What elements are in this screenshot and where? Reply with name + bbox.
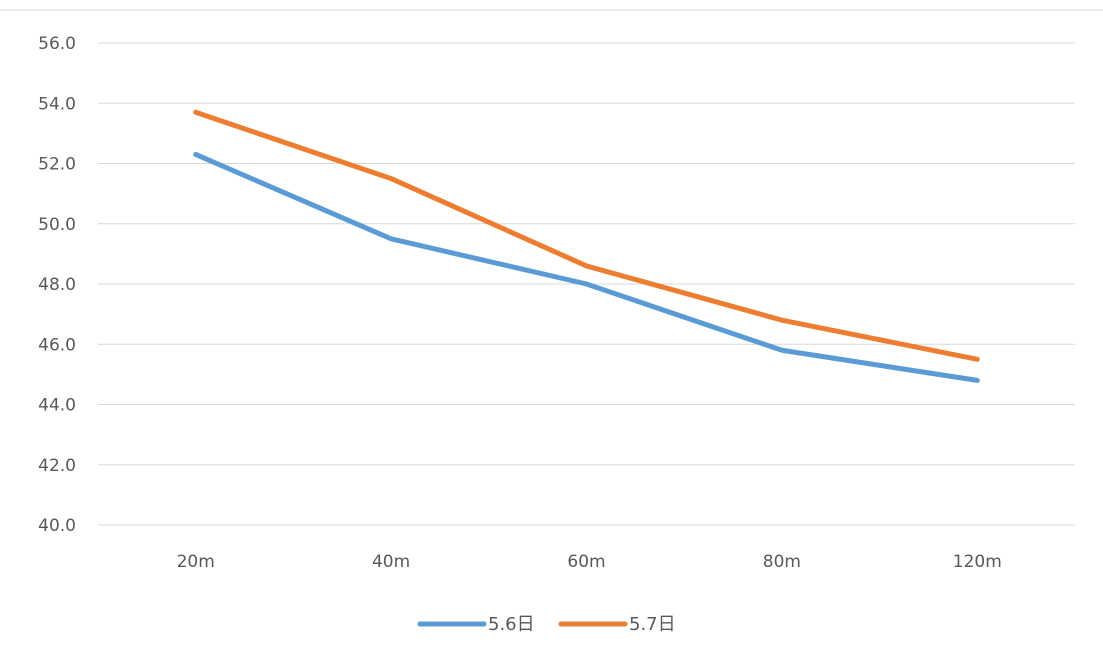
x-tick-label: 40m xyxy=(372,552,410,572)
x-tick-label: 60m xyxy=(567,552,605,572)
legend-label: 5.6日 xyxy=(488,614,535,635)
x-tick-label: 120m xyxy=(953,552,1002,572)
y-tick-label: 40.0 xyxy=(38,516,76,536)
y-axis: 40.0 42.0 44.0 46.0 48.0 50.0 52.0 54.0 56.0 xyxy=(38,34,76,536)
series-line-2 xyxy=(193,109,980,362)
legend-label: 5.7日 xyxy=(629,614,676,635)
y-tick-label: 52.0 xyxy=(38,155,76,175)
x-tick-label: 80m xyxy=(763,552,801,572)
legend: 5.6日 5.7日 xyxy=(417,614,676,635)
y-tick-label: 46.0 xyxy=(38,335,76,355)
y-tick-label: 54.0 xyxy=(38,94,76,114)
y-tick-label: 42.0 xyxy=(38,456,76,476)
y-tick-label: 44.0 xyxy=(38,396,76,416)
series-lines xyxy=(193,109,980,383)
y-tick-label: 50.0 xyxy=(38,215,76,235)
x-tick-label: 20m xyxy=(177,552,215,572)
y-tick-label: 56.0 xyxy=(38,34,76,54)
y-tick-label: 48.0 xyxy=(38,275,76,295)
x-axis: 20m 40m 60m 80m 120m xyxy=(177,552,1002,572)
